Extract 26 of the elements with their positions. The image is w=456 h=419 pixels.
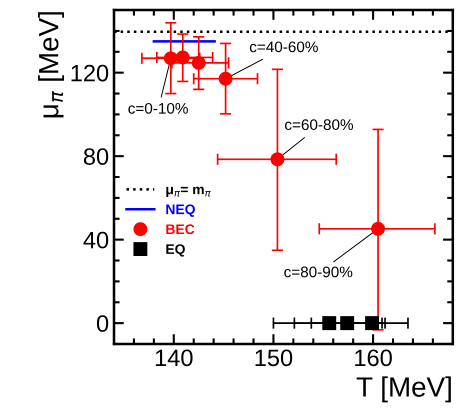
point [371, 222, 386, 236]
x-tick-label: 140 [156, 349, 193, 366]
y-tick-label: 40 [83, 232, 108, 248]
point [218, 72, 233, 86]
legend-label: BEC [166, 224, 194, 234]
annotation: c=0-10% [128, 102, 188, 114]
point [176, 50, 190, 64]
point [164, 51, 178, 66]
legend-label: EQ [166, 244, 185, 257]
annotation: c=60-80% [285, 119, 354, 130]
x-tick-label: 160 [355, 349, 392, 366]
legend-label: NEQ [166, 204, 195, 217]
y-tick-label: 120 [72, 64, 108, 82]
y-tick-label: 0 [96, 315, 108, 332]
x-axis-title: T [MeV] [356, 376, 451, 402]
point [365, 316, 380, 330]
point [322, 316, 336, 330]
x-tick-label: 150 [256, 349, 292, 366]
legend-label: μ$_{π}$= m$_{π}$ [166, 186, 211, 197]
y-axis-title: μ$_{π}$ [MeV] [38, 12, 64, 118]
annotation: c=40-60% [250, 41, 318, 52]
point [192, 56, 206, 70]
point [270, 152, 284, 166]
y-tick-label: 80 [84, 148, 108, 165]
annotation: c=80-90% [284, 266, 352, 278]
point [340, 316, 354, 330]
